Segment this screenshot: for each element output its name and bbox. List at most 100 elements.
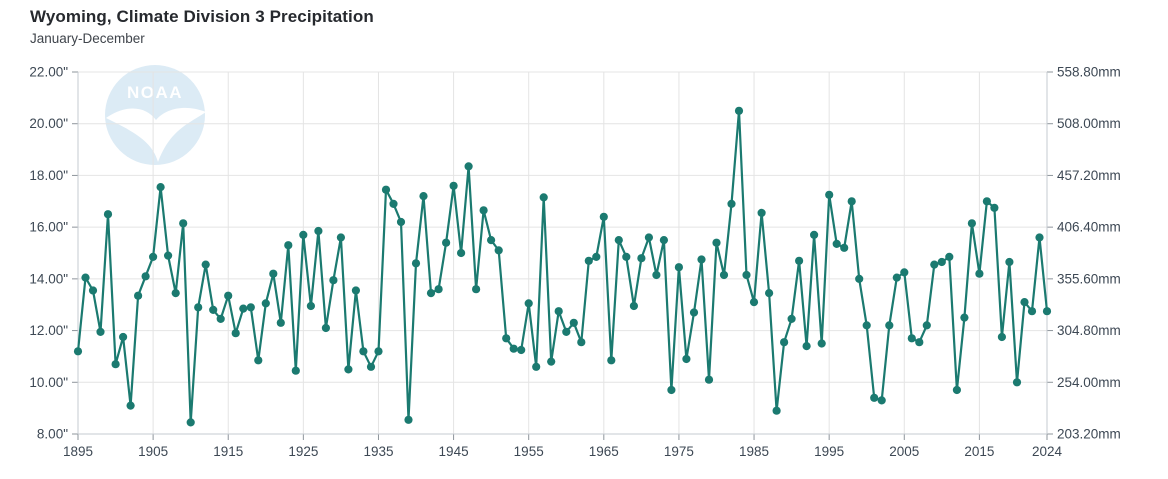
data-point-1956[interactable] xyxy=(532,362,541,371)
data-point-1901[interactable] xyxy=(119,332,128,342)
data-point-2019[interactable] xyxy=(1005,257,1014,267)
data-point-1976[interactable] xyxy=(682,354,691,364)
data-point-2007[interactable] xyxy=(915,338,924,347)
data-point-1917[interactable] xyxy=(239,304,248,313)
data-point-1932[interactable] xyxy=(351,286,360,295)
data-point-1918[interactable] xyxy=(246,303,255,312)
data-point-1954[interactable] xyxy=(517,345,526,355)
data-point-1916[interactable] xyxy=(231,329,240,338)
data-point-1987[interactable] xyxy=(765,289,774,298)
data-point-1951[interactable] xyxy=(494,246,503,255)
data-point-1994[interactable] xyxy=(817,339,826,348)
data-point-1997[interactable] xyxy=(840,243,849,252)
data-point-1899[interactable] xyxy=(103,210,113,219)
data-point-1935[interactable] xyxy=(374,347,383,356)
data-point-2006[interactable] xyxy=(907,334,916,343)
data-point-1933[interactable] xyxy=(359,347,368,356)
data-point-2004[interactable] xyxy=(892,273,901,282)
data-point-1958[interactable] xyxy=(547,357,556,366)
data-point-1965[interactable] xyxy=(599,212,608,221)
data-point-2009[interactable] xyxy=(930,260,939,269)
data-point-1946[interactable] xyxy=(457,248,466,258)
data-point-1906[interactable] xyxy=(156,183,165,192)
data-point-1947[interactable] xyxy=(464,162,473,171)
data-point-2016[interactable] xyxy=(982,197,992,206)
data-point-1944[interactable] xyxy=(442,238,451,247)
data-point-2024[interactable] xyxy=(1042,307,1052,316)
data-point-1999[interactable] xyxy=(855,274,864,283)
data-point-1981[interactable] xyxy=(719,270,729,280)
data-point-1978[interactable] xyxy=(697,255,706,264)
data-point-1931[interactable] xyxy=(344,365,353,374)
data-point-2015[interactable] xyxy=(975,269,984,278)
data-point-1907[interactable] xyxy=(164,251,173,260)
data-point-1934[interactable] xyxy=(366,362,376,371)
data-point-1982[interactable] xyxy=(727,199,736,208)
data-point-1927[interactable] xyxy=(314,226,323,236)
data-point-1993[interactable] xyxy=(810,230,819,239)
data-point-1995[interactable] xyxy=(825,190,834,199)
data-point-1928[interactable] xyxy=(321,323,330,333)
data-point-1996[interactable] xyxy=(832,239,841,248)
data-point-1895[interactable] xyxy=(73,347,83,356)
data-point-2023[interactable] xyxy=(1035,233,1044,242)
data-point-1900[interactable] xyxy=(111,360,120,369)
data-point-1991[interactable] xyxy=(795,256,804,265)
data-point-1910[interactable] xyxy=(186,418,195,427)
data-point-1914[interactable] xyxy=(216,314,225,323)
data-point-1975[interactable] xyxy=(674,263,684,272)
data-point-1904[interactable] xyxy=(141,272,150,281)
data-point-1970[interactable] xyxy=(637,254,646,263)
data-point-2018[interactable] xyxy=(997,332,1007,342)
data-point-1963[interactable] xyxy=(584,256,593,265)
data-point-1905[interactable] xyxy=(149,252,158,261)
data-point-1942[interactable] xyxy=(426,289,436,298)
data-point-1962[interactable] xyxy=(577,338,586,347)
data-point-1929[interactable] xyxy=(329,276,338,285)
data-point-1911[interactable] xyxy=(194,303,203,312)
data-point-1920[interactable] xyxy=(261,299,270,308)
data-point-1930[interactable] xyxy=(336,233,345,242)
data-point-1990[interactable] xyxy=(787,314,796,323)
data-point-1902[interactable] xyxy=(126,401,135,410)
data-point-1959[interactable] xyxy=(554,307,563,316)
data-point-1972[interactable] xyxy=(652,270,661,280)
data-point-1952[interactable] xyxy=(502,334,511,343)
data-point-1903[interactable] xyxy=(134,291,143,300)
data-point-2012[interactable] xyxy=(952,385,962,395)
data-point-1926[interactable] xyxy=(306,301,315,311)
data-point-1955[interactable] xyxy=(524,299,533,308)
data-point-1922[interactable] xyxy=(276,318,285,327)
data-point-1940[interactable] xyxy=(411,259,421,268)
data-point-1992[interactable] xyxy=(802,342,811,351)
data-point-2022[interactable] xyxy=(1027,307,1037,316)
data-point-1986[interactable] xyxy=(757,208,766,217)
data-point-1966[interactable] xyxy=(607,356,616,365)
data-point-1974[interactable] xyxy=(667,385,676,395)
data-point-1937[interactable] xyxy=(389,199,398,208)
data-point-1945[interactable] xyxy=(449,181,458,190)
data-point-1949[interactable] xyxy=(479,206,488,215)
data-point-2002[interactable] xyxy=(877,396,886,405)
data-point-1980[interactable] xyxy=(712,238,721,247)
data-point-1989[interactable] xyxy=(780,338,789,347)
data-point-1897[interactable] xyxy=(88,286,98,295)
data-point-1977[interactable] xyxy=(689,308,699,317)
data-point-2005[interactable] xyxy=(900,268,909,277)
data-point-1973[interactable] xyxy=(659,236,669,245)
data-point-1968[interactable] xyxy=(622,252,631,261)
data-point-2011[interactable] xyxy=(945,252,954,261)
data-point-1909[interactable] xyxy=(179,219,188,228)
data-point-1908[interactable] xyxy=(171,289,180,298)
data-point-1943[interactable] xyxy=(434,285,443,294)
data-point-2008[interactable] xyxy=(922,321,931,330)
data-point-2021[interactable] xyxy=(1020,298,1029,307)
data-point-1988[interactable] xyxy=(772,406,781,415)
data-point-1998[interactable] xyxy=(847,197,856,206)
data-point-1941[interactable] xyxy=(419,192,428,201)
data-point-1939[interactable] xyxy=(404,415,413,424)
data-point-1957[interactable] xyxy=(539,193,548,202)
data-point-2013[interactable] xyxy=(960,313,969,322)
data-point-1953[interactable] xyxy=(509,344,518,353)
data-point-1985[interactable] xyxy=(749,298,759,307)
